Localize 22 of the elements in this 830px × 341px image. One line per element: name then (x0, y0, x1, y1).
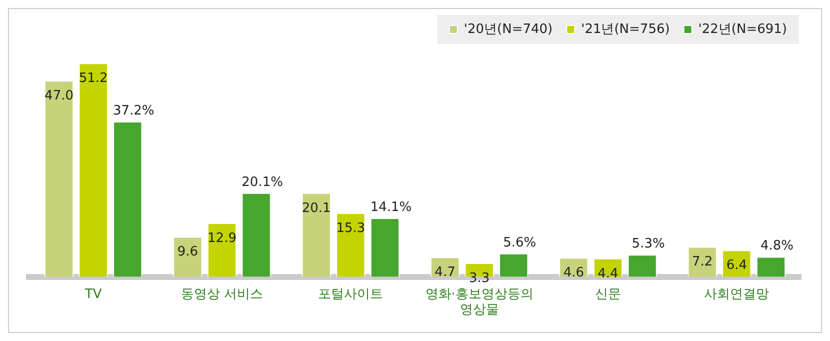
legend-label: '21년(N=756) (581, 22, 670, 37)
data-label: 20.1% (242, 174, 283, 190)
data-label: 5.3% (632, 236, 665, 252)
data-label: 4.6 (563, 265, 584, 280)
data-label: 4.7 (434, 265, 456, 280)
data-label: 20.1 (302, 200, 331, 216)
x-tick-label: 사회연결망 (704, 286, 770, 302)
data-label: 37.2% (112, 103, 154, 118)
data-label: 6.4 (726, 258, 748, 273)
x-tick-label: TV (84, 286, 102, 302)
x-tick-label: 포털사이트 (318, 286, 384, 302)
legend-label: '20년(N=740) (464, 22, 553, 37)
x-tick-label: 영화·홍보영상등의 영상물 (425, 286, 534, 318)
data-label: 4.8% (760, 238, 794, 254)
data-label: 15.3 (336, 220, 366, 236)
data-label: 5.6% (503, 235, 536, 250)
legend-label: '22년(N=691) (698, 22, 788, 37)
data-label: 14.1% (370, 200, 412, 215)
x-tick-label: 신문 (595, 286, 621, 302)
data-label: 9.6 (177, 244, 198, 260)
x-tick-label: 동영상 서비스 (180, 286, 264, 302)
data-label: 7.2 (692, 254, 713, 270)
